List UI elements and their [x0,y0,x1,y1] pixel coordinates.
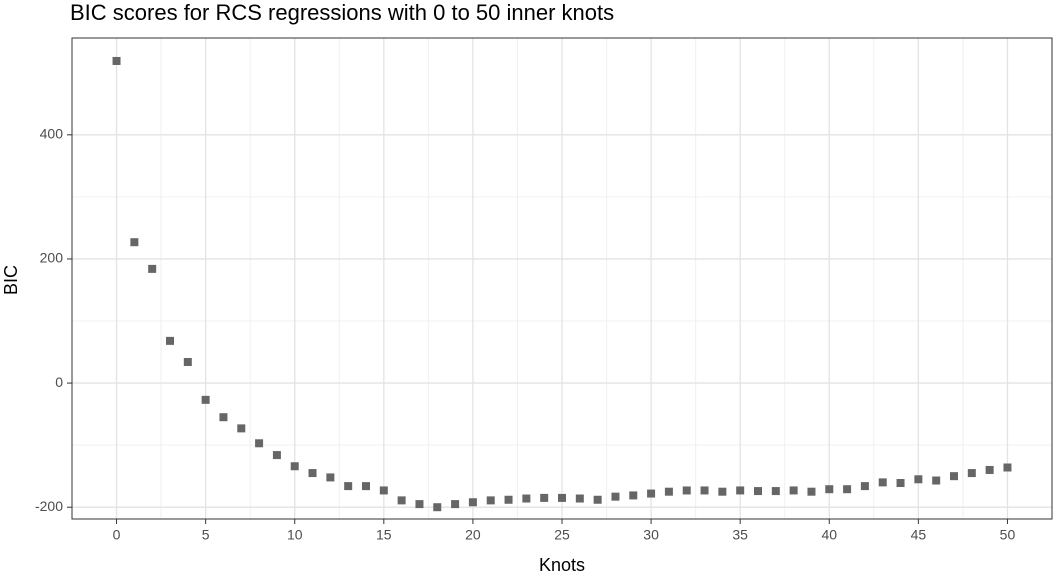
point [272,451,281,460]
point [647,489,656,498]
point [700,486,709,495]
point [611,492,620,501]
point [112,56,121,65]
point [754,487,762,496]
point [415,500,424,509]
point [736,486,745,495]
point [718,487,727,496]
point [575,494,584,503]
point [522,494,531,503]
panel-border [71,37,1053,520]
point [860,482,869,491]
x-axis-label: Knots [539,555,585,575]
point [201,395,210,404]
point [540,493,549,502]
point [344,482,353,491]
point [486,496,495,505]
point [219,413,228,422]
point [967,469,976,478]
x-tick-label: 0 [113,527,121,543]
point [451,500,460,509]
point [825,485,834,494]
point [807,487,816,496]
x-tick-label: 40 [821,527,837,543]
point [932,476,941,485]
y-tick-label: -200 [35,498,63,514]
point [593,495,602,504]
point [985,465,994,474]
point [896,479,905,488]
y-tick-label: 0 [55,374,63,390]
point [950,472,958,481]
x-tick-label: 35 [732,527,748,543]
x-tick-label: 50 [1000,527,1016,543]
y-tick-label: 400 [40,126,64,142]
point [237,424,246,433]
point [166,336,174,345]
point [1003,463,1012,472]
x-tick-label: 15 [376,527,392,543]
point [290,462,299,471]
point [255,439,264,448]
x-tick-label: 10 [287,527,303,543]
point [148,264,157,273]
point [682,486,691,495]
point [771,487,780,496]
point [789,486,798,495]
point [433,503,442,512]
point [558,493,566,502]
x-tick-label: 20 [465,527,481,543]
point [504,495,513,504]
point [362,482,370,491]
x-tick-label: 30 [643,527,659,543]
point [379,486,388,495]
point [397,496,406,505]
point [183,357,192,366]
x-tick-label: 25 [554,527,570,543]
point [629,491,638,500]
point [326,473,335,482]
point [664,487,673,496]
x-tick-label: 45 [911,527,927,543]
chart-title: BIC scores for RCS regressions with 0 to… [70,0,614,25]
point [468,498,477,507]
y-axis-label: BIC [1,265,21,295]
point [130,238,139,247]
point [308,469,317,478]
point [878,478,887,487]
point [843,485,852,494]
x-tick-label: 5 [202,527,210,543]
y-tick-label: 200 [40,250,64,266]
point [914,475,923,484]
